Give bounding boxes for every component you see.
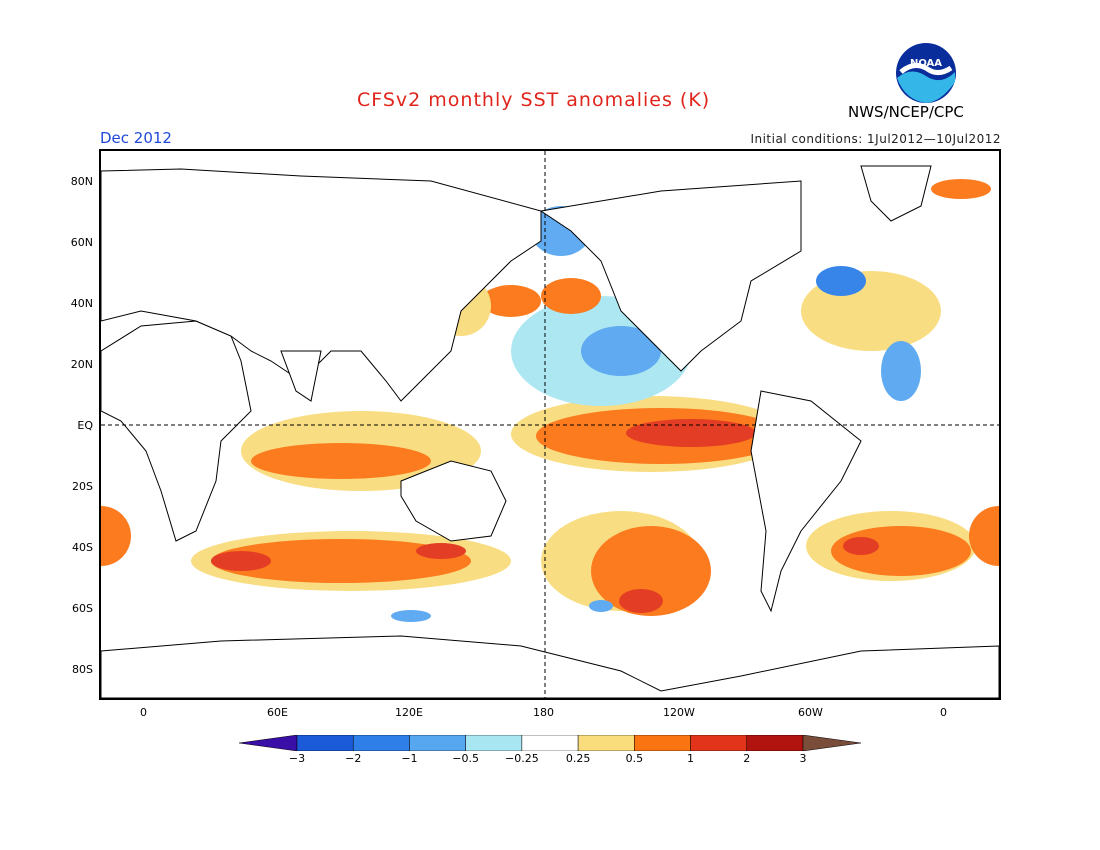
agency-label: NWS/NCEP/CPC: [848, 103, 964, 121]
colorbar-swatch: [296, 734, 354, 752]
colorbar-tick-label: 0.25: [565, 752, 591, 765]
lon-label-60e: 60E: [267, 706, 288, 719]
noaa-logo: NOAA: [895, 42, 957, 104]
colorbar-swatch: [352, 734, 410, 752]
colorbar-swatch-max: [802, 734, 862, 752]
colorbar-tick-label: −0.5: [452, 752, 480, 765]
colorbar: [238, 734, 862, 752]
colorbar-tick-label: −1: [401, 752, 418, 765]
lat-label-20n: 20N: [70, 358, 93, 371]
lat-label-60s: 60S: [72, 602, 93, 615]
lat-label-40s: 40S: [72, 541, 93, 554]
lon-label-0: 0: [140, 706, 147, 719]
colorbar-swatch: [409, 734, 466, 752]
lon-label-120e: 120E: [395, 706, 423, 719]
colorbar-swatch-min: [238, 734, 298, 752]
colorbar-tick-label: −3: [288, 752, 306, 765]
lon-label-120w: 120W: [663, 706, 695, 719]
lat-label-eq: EQ: [77, 419, 93, 432]
colorbar-swatch: [465, 734, 523, 752]
colorbar-tick-label: 1: [687, 752, 695, 765]
colorbar-tick-label: 2: [743, 752, 751, 765]
forecast-month: Dec 2012: [100, 129, 172, 147]
colorbar-tick-label: −2: [345, 752, 362, 765]
map-canvas: [101, 151, 999, 698]
colorbar-tick-label: −0.25: [505, 752, 539, 765]
svg-text:NOAA: NOAA: [910, 58, 942, 69]
map-title: CFSv2 monthly SST anomalies (K): [357, 89, 711, 111]
lon-label-180: 180: [533, 706, 554, 719]
lat-label-60n: 60N: [70, 236, 93, 249]
colorbar-swatch: [746, 734, 804, 752]
colorbar-swatch: [690, 734, 748, 752]
lat-label-80n: 80N: [70, 175, 93, 188]
lat-label-80s: 80S: [72, 663, 93, 676]
initial-conditions: Initial conditions: 1Jul2012—10Jul2012: [750, 132, 1001, 146]
coastlines: [101, 165, 999, 698]
sst-anomaly-map: [99, 149, 1001, 700]
colorbar-swatch: [521, 734, 579, 752]
colorbar-swatch: [634, 734, 691, 752]
lat-label-20s: 20S: [72, 480, 93, 493]
lat-label-40n: 40N: [70, 297, 93, 310]
colorbar-tick-label: 0.5: [625, 752, 644, 765]
colorbar-swatch: [577, 734, 635, 752]
lon-label-60w: 60W: [798, 706, 823, 719]
lon-label-0-east: 0: [940, 706, 947, 719]
colorbar-tick-label: 3: [799, 752, 807, 765]
